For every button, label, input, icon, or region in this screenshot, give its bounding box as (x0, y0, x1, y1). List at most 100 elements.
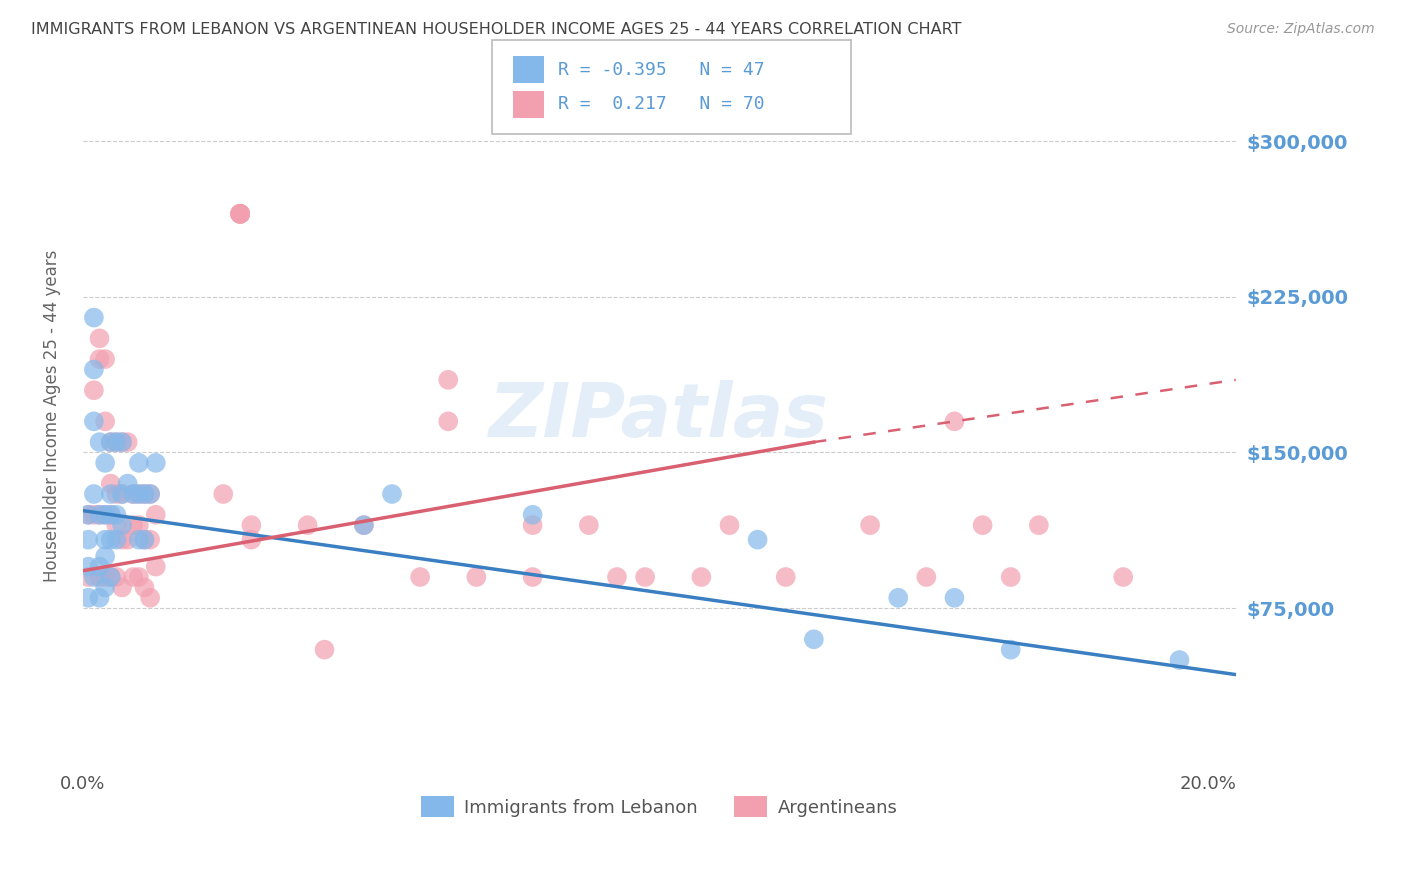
Point (915, 570, 938, 584)
Point (94, 549, 117, 564)
Point (94, 581, 117, 595)
Point (139, 591, 162, 605)
Point (229, 207, 252, 221)
Point (94, 414, 117, 428)
Point (111, 487, 134, 501)
Point (105, 518, 128, 533)
Point (105, 508, 128, 522)
Point (94, 352, 117, 367)
Point (83, 570, 105, 584)
Point (77, 570, 100, 584)
Point (128, 570, 150, 584)
Point (100, 570, 122, 584)
Point (522, 570, 544, 584)
Point (89, 435, 111, 450)
Point (100, 476, 122, 491)
Text: ZIPatlas: ZIPatlas (489, 380, 830, 452)
Point (128, 456, 150, 470)
Text: Source: ZipAtlas.com: Source: ZipAtlas.com (1227, 22, 1375, 37)
Point (122, 487, 145, 501)
Point (859, 518, 882, 533)
Point (134, 581, 156, 595)
Point (690, 570, 713, 584)
Point (145, 559, 167, 574)
Point (89, 559, 111, 574)
Point (100, 508, 122, 522)
Point (77, 591, 100, 605)
Point (111, 518, 134, 533)
Point (83, 362, 105, 376)
Point (240, 533, 263, 547)
Point (105, 533, 128, 547)
Point (381, 487, 404, 501)
Point (122, 487, 145, 501)
Point (887, 591, 910, 605)
Point (117, 476, 139, 491)
Point (77, 508, 100, 522)
Point (1168, 653, 1191, 667)
Point (100, 508, 122, 522)
Point (111, 435, 134, 450)
Point (89, 331, 111, 345)
Point (139, 487, 162, 501)
Point (83, 487, 105, 501)
Point (134, 533, 156, 547)
Point (297, 518, 319, 533)
Text: IMMIGRANTS FROM LEBANON VS ARGENTINEAN HOUSEHOLDER INCOME AGES 25 - 44 YEARS COR: IMMIGRANTS FROM LEBANON VS ARGENTINEAN H… (31, 22, 962, 37)
Point (100, 570, 122, 584)
Point (100, 435, 122, 450)
Point (77, 533, 100, 547)
Point (94, 570, 117, 584)
Point (1028, 518, 1050, 533)
Point (145, 456, 167, 470)
Point (943, 591, 966, 605)
Point (229, 207, 252, 221)
Point (134, 487, 156, 501)
Legend: Immigrants from Lebanon, Argentineans: Immigrants from Lebanon, Argentineans (413, 789, 904, 824)
Point (100, 533, 122, 547)
Point (972, 518, 994, 533)
Point (94, 456, 117, 470)
Point (240, 518, 263, 533)
Point (128, 533, 150, 547)
Point (134, 533, 156, 547)
Point (111, 581, 134, 595)
Point (122, 570, 145, 584)
Point (94, 508, 117, 522)
Point (89, 352, 111, 367)
Point (134, 487, 156, 501)
Point (578, 518, 600, 533)
Point (145, 508, 167, 522)
Point (229, 207, 252, 221)
Point (139, 487, 162, 501)
Point (94, 508, 117, 522)
Point (1000, 570, 1022, 584)
Point (77, 508, 100, 522)
Point (117, 435, 139, 450)
Point (94, 533, 117, 547)
Point (139, 533, 162, 547)
Point (89, 570, 111, 584)
Point (803, 632, 825, 647)
Point (77, 559, 100, 574)
Point (522, 518, 544, 533)
Point (1112, 570, 1135, 584)
Point (465, 570, 488, 584)
Point (105, 570, 128, 584)
Point (522, 508, 544, 522)
Point (212, 487, 235, 501)
Text: R = -0.395   N = 47: R = -0.395 N = 47 (558, 61, 765, 78)
Point (409, 570, 432, 584)
Y-axis label: Householder Income Ages 25 - 44 years: Householder Income Ages 25 - 44 years (44, 250, 60, 582)
Point (105, 487, 128, 501)
Point (83, 414, 105, 428)
Point (775, 570, 797, 584)
Point (606, 570, 628, 584)
Point (83, 383, 105, 397)
Text: R =  0.217   N = 70: R = 0.217 N = 70 (558, 95, 765, 113)
Point (89, 508, 111, 522)
Point (437, 414, 460, 428)
Point (111, 533, 134, 547)
Point (100, 487, 122, 501)
Point (128, 518, 150, 533)
